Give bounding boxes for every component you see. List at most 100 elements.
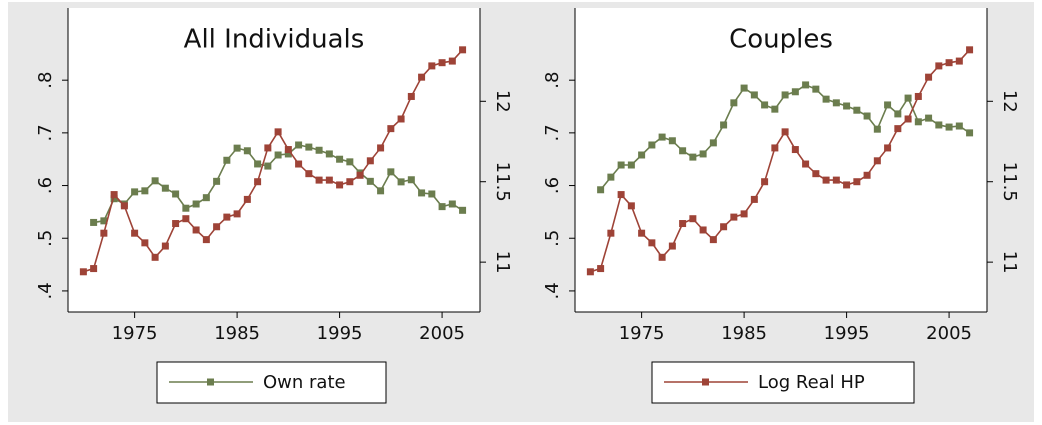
point [914,118,922,126]
y2-tick-label: 11.5 [999,162,1020,202]
point [720,223,728,231]
point [658,133,666,141]
point [648,239,656,247]
point [387,168,395,176]
point [781,128,789,136]
point [233,210,241,218]
point [356,171,364,179]
point [955,122,963,130]
x-tick-label: 1985 [721,323,767,344]
point [182,204,190,212]
y2-tick-label: 11 [999,251,1020,274]
point [223,156,231,164]
point [914,92,922,100]
point [791,146,799,154]
point [699,150,707,158]
chart-title: Couples [729,25,833,55]
point [264,162,272,170]
point [161,242,169,250]
point [679,220,687,228]
y-tick-label: .8 [35,72,56,89]
point [407,92,415,100]
point [955,57,963,65]
point [264,144,272,152]
point [213,177,221,185]
point [658,253,666,261]
point [284,150,292,158]
point [832,176,840,184]
x-tick-label: 1995 [824,323,870,344]
point [377,144,385,152]
point [459,206,467,214]
point [802,81,810,89]
point [346,178,354,186]
point [254,178,262,186]
point [884,101,892,109]
plot-area [575,8,987,312]
point [223,213,231,221]
point [428,62,436,70]
x-tick-label: 1975 [619,323,665,344]
point [325,176,333,184]
point [802,160,810,168]
point [873,157,881,165]
point [110,191,118,199]
point [638,229,646,237]
x-tick-label: 2005 [926,323,972,344]
point [274,128,282,136]
point [418,73,426,81]
point [243,147,251,155]
x-tick-label: 2005 [419,323,465,344]
point [336,181,344,189]
point [438,203,446,211]
point [812,85,820,93]
point [315,146,323,154]
point [397,115,405,123]
legend-label: Own rate [263,372,346,393]
point [377,187,385,195]
point [459,46,467,54]
point [812,170,820,178]
point [904,94,912,102]
point [407,176,415,184]
point [648,141,656,149]
legend-marker [702,378,709,386]
point [730,213,738,221]
point [925,114,933,122]
point [709,139,717,147]
point [832,99,840,107]
point [843,102,851,110]
point [325,150,333,158]
point [894,125,902,133]
y-tick-label: .6 [35,177,56,194]
point [679,147,687,155]
point [346,158,354,166]
point [597,265,605,273]
point [90,218,98,226]
point [761,101,769,109]
y2-tick-label: 12 [999,90,1020,113]
y-tick-label: .5 [35,230,56,247]
point [141,187,149,195]
point [863,112,871,120]
point [771,144,779,152]
point [709,236,717,244]
point [213,223,221,231]
y2-tick-label: 11 [492,251,513,274]
y-tick-label: .5 [542,230,563,247]
point [771,105,779,113]
point [100,229,108,237]
point [141,239,149,247]
point [740,84,748,92]
point [627,161,635,169]
point [387,125,395,133]
point [131,229,139,237]
y-tick-label: .4 [542,282,563,299]
point [750,195,758,203]
x-tick-label: 1995 [317,323,363,344]
y-tick-label: .7 [35,124,56,141]
point [781,91,789,99]
point [438,59,446,67]
point [172,190,180,198]
